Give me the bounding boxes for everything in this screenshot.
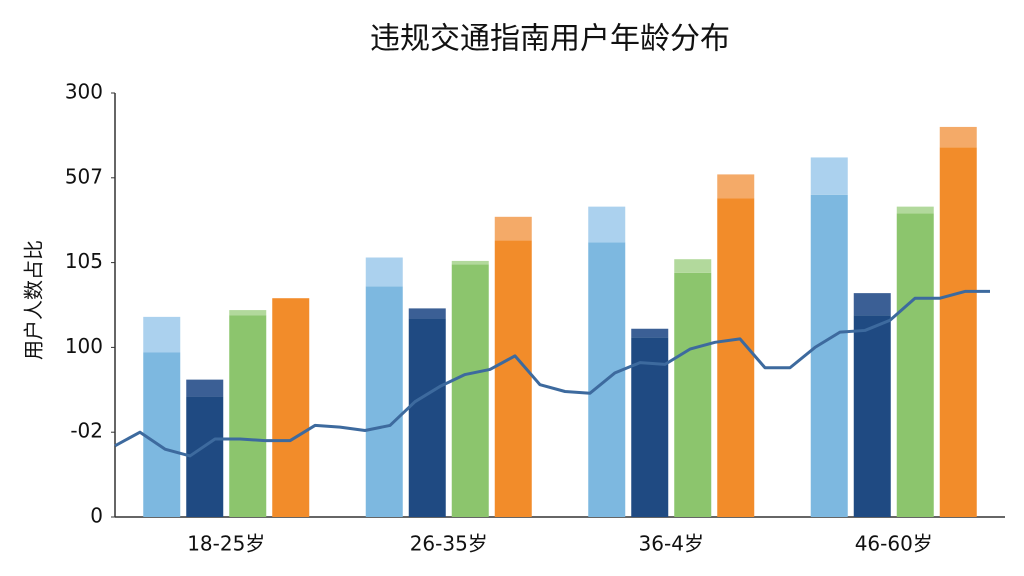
bar-cap: [631, 328, 669, 338]
bar-cap: [451, 260, 489, 265]
bar: [717, 198, 755, 518]
bar-cap: [408, 308, 446, 319]
bar-cap: [674, 259, 712, 273]
y-tick-label: -02: [70, 419, 103, 443]
bar: [631, 337, 669, 517]
bar: [674, 272, 712, 517]
y-tick-label: 0: [90, 504, 103, 528]
bar-cap: [853, 293, 891, 316]
bar: [494, 240, 532, 517]
bar-cap: [494, 216, 532, 241]
bar-cap: [717, 174, 755, 199]
x-tick-label: 26-35岁: [410, 532, 488, 556]
bar: [853, 315, 891, 517]
bar-cap: [365, 257, 403, 287]
bar: [186, 396, 224, 517]
x-tick-label: 36-4岁: [639, 532, 704, 556]
bar-cap: [588, 206, 626, 243]
bar: [272, 298, 310, 517]
trend-line: [114, 289, 990, 458]
bar: [365, 286, 403, 517]
bar-cap: [896, 206, 934, 214]
bar: [810, 194, 848, 517]
x-tick-label: 18-25岁: [187, 532, 265, 556]
bar-cap: [186, 379, 224, 397]
bar-cap: [810, 157, 848, 195]
y-axis-label: 用户人数占比: [22, 240, 46, 360]
bar: [143, 352, 181, 517]
y-tick-label: 105: [65, 249, 103, 273]
bar-cap: [143, 316, 181, 353]
bar: [896, 213, 934, 517]
bar: [408, 318, 446, 517]
bar-cap: [939, 126, 977, 148]
chart-title: 违规交通指南用户年龄分布: [370, 22, 730, 57]
bar: [451, 264, 489, 517]
y-tick-label: 300: [65, 80, 103, 104]
y-tick-label: 507: [65, 164, 103, 188]
bar: [229, 315, 267, 517]
x-tick-label: 46-60岁: [855, 532, 933, 556]
bar: [939, 147, 977, 517]
bar-cap: [229, 310, 267, 316]
y-tick-label: 100: [65, 334, 103, 358]
